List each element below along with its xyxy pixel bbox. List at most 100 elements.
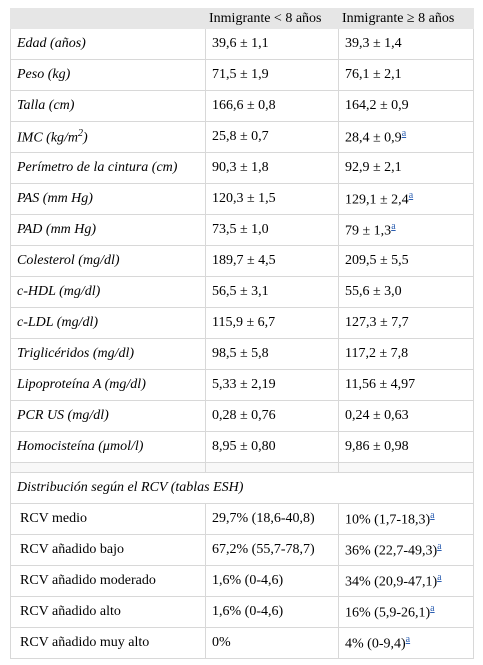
value-text: 90,3 ± 1,8 xyxy=(212,160,269,175)
value-text: 209,5 ± 5,5 xyxy=(345,253,409,268)
value-cell: 71,5 ± 1,9 xyxy=(205,59,339,91)
label-text: IMC (kg/m xyxy=(17,130,79,146)
value-text: 5,33 ± 2,19 xyxy=(212,377,276,392)
row-label: c-HDL (mg/dl) xyxy=(10,276,206,308)
value-cell: 117,2 ± 7,8 xyxy=(338,338,474,370)
value-text: 55,6 ± 3,0 xyxy=(345,284,402,299)
value-text: 39,3 ± 1,4 xyxy=(345,36,402,51)
value-cell: 79 ± 1,3a xyxy=(338,214,474,246)
value-cell: 4% (0-9,4)a xyxy=(338,627,474,659)
footnote-link[interactable]: a xyxy=(430,509,435,521)
table-row: PAD (mm Hg) 73,5 ± 1,0 79 ± 1,3a xyxy=(10,214,474,246)
footnote-link[interactable]: a xyxy=(401,127,407,139)
row-label: PAS (mm Hg) xyxy=(10,183,206,215)
table-row: Edad (años) 39,6 ± 1,1 39,3 ± 1,4 xyxy=(10,28,474,60)
value-text: 71,5 ± 1,9 xyxy=(212,67,269,82)
table-row: c-LDL (mg/dl) 115,9 ± 6,7 127,3 ± 7,7 xyxy=(10,307,474,339)
table-row: Peso (kg) 71,5 ± 1,9 76,1 ± 2,1 xyxy=(10,59,474,91)
table-row: PAS (mm Hg) 120,3 ± 1,5 129,1 ± 2,4a xyxy=(10,183,474,215)
value-cell: 73,5 ± 1,0 xyxy=(205,214,339,246)
table-row: c-HDL (mg/dl) 56,5 ± 3,1 55,6 ± 3,0 xyxy=(10,276,474,308)
value-text: 16% (5,9-26,1) xyxy=(345,605,431,621)
value-cell: 56,5 ± 3,1 xyxy=(205,276,339,308)
spacer-row xyxy=(10,462,474,473)
footnote-link[interactable]: a xyxy=(430,602,435,614)
row-label: Colesterol (mg/dl) xyxy=(10,245,206,277)
table-row: IMC (kg/m2) 25,8 ± 0,7 28,4 ± 0,9a xyxy=(10,121,474,153)
value-cell: 55,6 ± 3,0 xyxy=(338,276,474,308)
value-text: 1,6% (0-4,6) xyxy=(212,604,284,619)
value-text: 92,9 ± 2,1 xyxy=(345,160,402,175)
value-cell: 1,6% (0-4,6) xyxy=(205,596,339,628)
label-text: Peso (kg) xyxy=(17,67,71,82)
label-text: Triglicéridos (mg/dl) xyxy=(17,346,135,361)
value-cell: 29,7% (18,6-40,8) xyxy=(205,503,339,535)
value-cell: 166,6 ± 0,8 xyxy=(205,90,339,122)
value-cell: 34% (20,9-47,1)a xyxy=(338,565,474,597)
value-text: 56,5 ± 3,1 xyxy=(212,284,269,299)
footnote-link[interactable]: a xyxy=(391,220,396,232)
footnote-link[interactable]: a xyxy=(408,189,414,201)
value-text: 4% (0-9,4) xyxy=(345,636,406,652)
label-text: c-LDL (mg/dl) xyxy=(17,315,99,330)
table-row: Talla (cm) 166,6 ± 0,8 164,2 ± 0,9 xyxy=(10,90,474,122)
row-label: Talla (cm) xyxy=(10,90,206,122)
table-row: RCV añadido alto 1,6% (0-4,6) 16% (5,9-26,… xyxy=(10,596,474,628)
section-row: Distribución según el RCV (tablas ESH) xyxy=(10,472,474,504)
value-cell: 67,2% (55,7-78,7) xyxy=(205,534,339,566)
value-text: 120,3 ± 1,5 xyxy=(212,191,276,206)
value-text: 164,2 ± 0,9 xyxy=(345,98,409,113)
row-label: Homocisteína (μmol/l) xyxy=(10,431,206,463)
row-label: Lipoproteína A (mg/dl) xyxy=(10,369,206,401)
row-label: RCV añadido muy alto xyxy=(10,627,206,659)
value-text: 29,7% (18,6-40,8) xyxy=(212,511,315,526)
spacer-cell xyxy=(205,462,339,473)
label-text: ) xyxy=(83,130,88,146)
value-cell: 11,56 ± 4,97 xyxy=(338,369,474,401)
value-cell: 8,95 ± 0,80 xyxy=(205,431,339,463)
value-text: 34% (20,9-47,1) xyxy=(345,574,438,590)
value-cell: 92,9 ± 2,1 xyxy=(338,152,474,184)
label-text: PAS (mm Hg) xyxy=(17,191,93,206)
table-row: Homocisteína (μmol/l) 8,95 ± 0,80 9,86 ± 0… xyxy=(10,431,474,463)
value-text: 11,56 ± 4,97 xyxy=(345,377,416,392)
label-text: c-HDL (mg/dl) xyxy=(17,284,101,299)
value-text: 25,8 ± 0,7 xyxy=(212,129,269,144)
value-cell: 115,9 ± 6,7 xyxy=(205,307,339,339)
value-text: 0,28 ± 0,76 xyxy=(212,408,276,423)
footnote-link[interactable]: a xyxy=(437,571,442,583)
value-text: 0,24 ± 0,63 xyxy=(345,408,409,423)
table-row: PCR US (mg/dl) 0,28 ± 0,76 0,24 ± 0,63 xyxy=(10,400,474,432)
table-row: Colesterol (mg/dl) 189,7 ± 4,5 209,5 ± 5,5 xyxy=(10,245,474,277)
row-label: Edad (años) xyxy=(10,28,206,60)
value-cell: 129,1 ± 2,4a xyxy=(338,183,474,215)
footnote-link[interactable]: a xyxy=(437,540,442,552)
value-cell: 10% (1,7-18,3)a xyxy=(338,503,474,535)
value-cell: 164,2 ± 0,9 xyxy=(338,90,474,122)
header-row: Inmigrante < 8 años Inmigrante ≥ 8 años xyxy=(10,8,474,29)
header-cell xyxy=(10,8,206,29)
value-text: 166,6 ± 0,8 xyxy=(212,98,276,113)
value-cell: 0,24 ± 0,63 xyxy=(338,400,474,432)
value-cell: 209,5 ± 5,5 xyxy=(338,245,474,277)
value-cell: 90,3 ± 1,8 xyxy=(205,152,339,184)
footnote-link[interactable]: a xyxy=(405,633,411,645)
row-label: Perímetro de la cintura (cm) xyxy=(10,152,206,184)
label-text: Talla (cm) xyxy=(17,98,75,113)
value-text: 117,2 ± 7,8 xyxy=(345,346,409,361)
value-text: 8,95 ± 0,80 xyxy=(212,439,276,454)
value-cell: 25,8 ± 0,7 xyxy=(205,121,339,153)
value-text: 9,86 ± 0,98 xyxy=(345,439,409,454)
row-label: RCV añadido moderado xyxy=(10,565,206,597)
spacer-cell xyxy=(10,462,206,473)
label-text: Perímetro de la cintura (cm) xyxy=(17,160,178,175)
row-label: IMC (kg/m2) xyxy=(10,121,206,153)
value-text: 129,1 ± 2,4 xyxy=(345,192,409,208)
label-text: RCV añadido alto xyxy=(20,604,121,619)
table-row: Perímetro de la cintura (cm) 90,3 ± 1,8 92… xyxy=(10,152,474,184)
value-text: 39,6 ± 1,1 xyxy=(212,36,269,51)
table-row: Triglicéridos (mg/dl) 98,5 ± 5,8 117,2 ± 7… xyxy=(10,338,474,370)
row-label: RCV medio xyxy=(10,503,206,535)
value-cell: 39,6 ± 1,1 xyxy=(205,28,339,60)
label-text: RCV añadido muy alto xyxy=(20,635,150,650)
